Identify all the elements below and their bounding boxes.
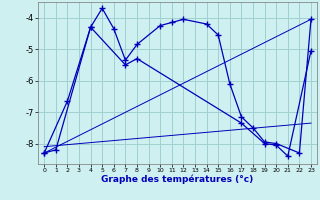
X-axis label: Graphe des températures (°c): Graphe des températures (°c) — [101, 175, 254, 184]
